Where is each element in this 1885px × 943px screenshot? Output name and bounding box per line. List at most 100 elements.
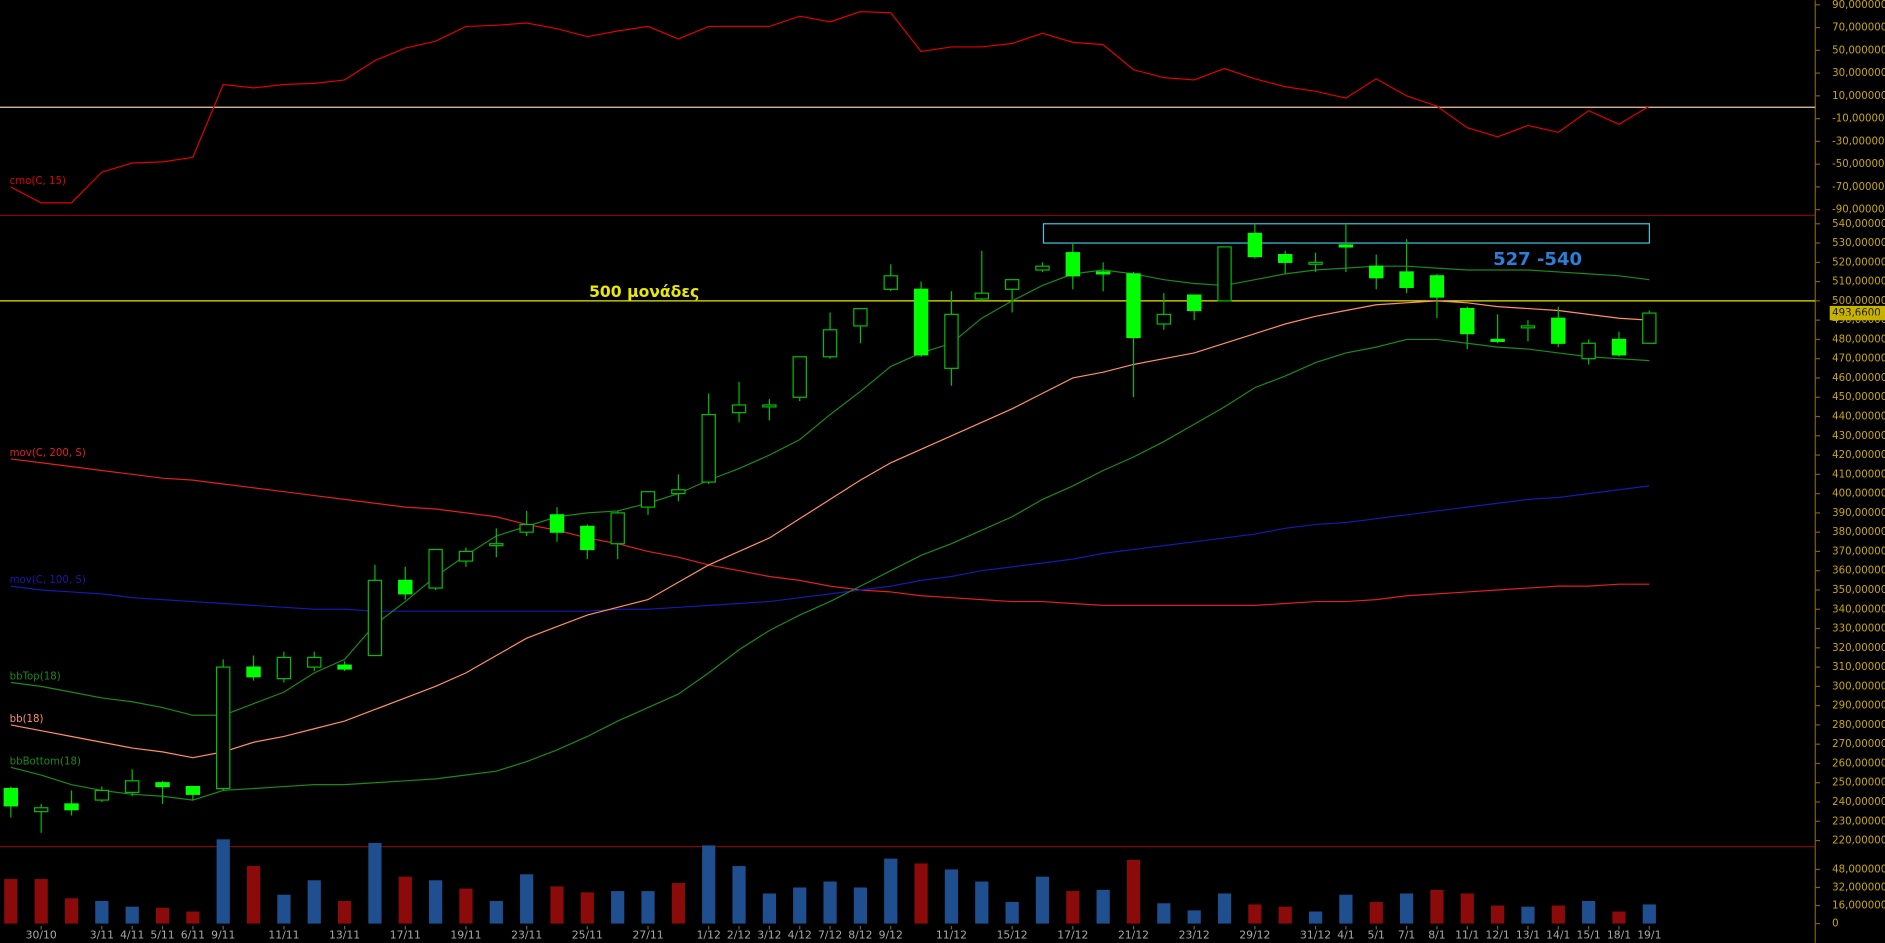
x-tick-label: 2/12 — [727, 929, 751, 942]
candle-body — [822, 329, 838, 358]
y-tick-label: 0 — [1832, 919, 1839, 930]
volume-bar — [64, 898, 79, 924]
y-tick-label: 530,000000 — [1832, 238, 1885, 249]
y-tick-label: 410,000000 — [1832, 469, 1885, 480]
volume-bar — [95, 901, 109, 924]
candle-body — [792, 356, 807, 398]
volume-bar — [914, 863, 928, 924]
volume-bar — [611, 891, 625, 924]
y-tick-label: 270,000000 — [1832, 739, 1885, 750]
level-label: 500 μονάδες — [589, 283, 699, 301]
indicator-label: mov(C, 100, S) — [10, 575, 86, 586]
volume-bar — [1157, 903, 1171, 924]
volume-bar — [1430, 889, 1444, 924]
candle-body — [1217, 246, 1232, 302]
volume-bar — [671, 882, 685, 924]
indicator-line — [10, 485, 1650, 612]
volume-bar — [1248, 904, 1262, 924]
y-tick-label: 470,000000 — [1832, 354, 1885, 365]
x-tick-label: 19/1 — [1637, 929, 1661, 942]
y-tick-label: 330,000000 — [1832, 624, 1885, 635]
candle-body — [731, 404, 747, 414]
volume-bar — [975, 881, 989, 924]
volume-bar — [1399, 893, 1414, 924]
x-tick-label: 27/11 — [632, 929, 663, 942]
volume-bar — [702, 845, 716, 924]
candle-body — [1278, 254, 1293, 263]
y-tick-label: 310,000000 — [1832, 662, 1885, 673]
x-tick-label: 17/12 — [1057, 929, 1088, 942]
candle-body — [3, 787, 19, 807]
volume-bar — [1278, 906, 1292, 924]
indicator-label: bbTop(18) — [10, 671, 61, 682]
x-tick-label: 23/12 — [1179, 929, 1210, 942]
y-tick-label: 240,000000 — [1832, 797, 1885, 808]
candle-body — [33, 807, 49, 813]
y-tick-label: -90,000000 — [1832, 205, 1885, 216]
x-tick-label: 9/12 — [879, 929, 903, 942]
panel-frame — [0, 0, 1816, 943]
x-tick-label: 31/12 — [1300, 929, 1331, 942]
x-tick-label: 15/1 — [1577, 929, 1601, 942]
volume-bar — [550, 886, 564, 924]
x-tick-label: 11/11 — [268, 929, 299, 942]
volume-bar — [1460, 893, 1474, 924]
y-tick-label: 70,000000 — [1832, 23, 1885, 34]
y-tick-label: 430,000000 — [1832, 431, 1885, 442]
candle-body — [944, 313, 959, 369]
candle-body — [216, 666, 231, 790]
candle-body — [367, 579, 383, 657]
volume-bar — [186, 911, 200, 924]
volume-bar — [429, 880, 443, 924]
indicator-label: mov(C, 200, S) — [10, 448, 86, 459]
candle-body — [1490, 338, 1505, 342]
candle-body — [913, 288, 929, 356]
y-tick-label: 220,000000 — [1832, 836, 1885, 847]
candle-body — [307, 656, 322, 668]
candle-body — [1126, 273, 1141, 339]
candle-body — [1308, 261, 1323, 265]
x-tick-label: 23/11 — [511, 929, 542, 942]
y-tick-label: 480,000000 — [1832, 334, 1885, 345]
indicator-label: cmo(C, 15) — [10, 176, 66, 187]
indicator-line — [10, 458, 1650, 607]
candle-body — [974, 292, 989, 300]
volume-bar — [398, 876, 412, 924]
candle-body — [337, 664, 352, 670]
candle-body — [701, 413, 716, 483]
volume-bar — [155, 907, 170, 924]
candle-body — [155, 782, 170, 788]
candle-body — [64, 803, 79, 811]
volume-bar — [125, 906, 139, 924]
x-tick-label: 17/11 — [390, 929, 421, 942]
volume-bar — [1005, 901, 1019, 924]
volume-bar — [337, 901, 352, 924]
volume-bar — [1369, 901, 1383, 924]
x-tick-label: 7/12 — [818, 929, 842, 942]
y-tick-label: 380,000000 — [1832, 527, 1885, 538]
x-tick-label: 8/1 — [1428, 929, 1445, 942]
volume-bar — [277, 894, 291, 924]
x-tick-label: 4/1 — [1337, 929, 1354, 942]
y-tick-label: 230,000000 — [1832, 816, 1885, 827]
x-tick-label: 5/11 — [150, 929, 174, 942]
x-tick-label: 12/1 — [1485, 929, 1509, 942]
candle-body — [671, 489, 686, 495]
last-price-box — [1829, 305, 1885, 321]
candle-body — [1429, 275, 1445, 298]
y-tick-label: 280,000000 — [1832, 720, 1885, 731]
candle-body — [276, 656, 292, 680]
volume-bar — [1491, 905, 1505, 924]
x-tick-label: 14/1 — [1546, 929, 1570, 942]
volume-bar — [641, 891, 655, 924]
candle-body — [458, 550, 474, 562]
x-tick-label: 21/12 — [1118, 929, 1149, 942]
last-price-label: 493,6600 — [1832, 308, 1881, 319]
x-tick-label: 15/12 — [997, 929, 1028, 942]
indicator-line — [10, 300, 1650, 759]
candle-body — [185, 785, 201, 795]
candle-body — [762, 404, 777, 408]
y-tick-label: 340,000000 — [1832, 604, 1885, 615]
candle-body — [1156, 313, 1172, 325]
